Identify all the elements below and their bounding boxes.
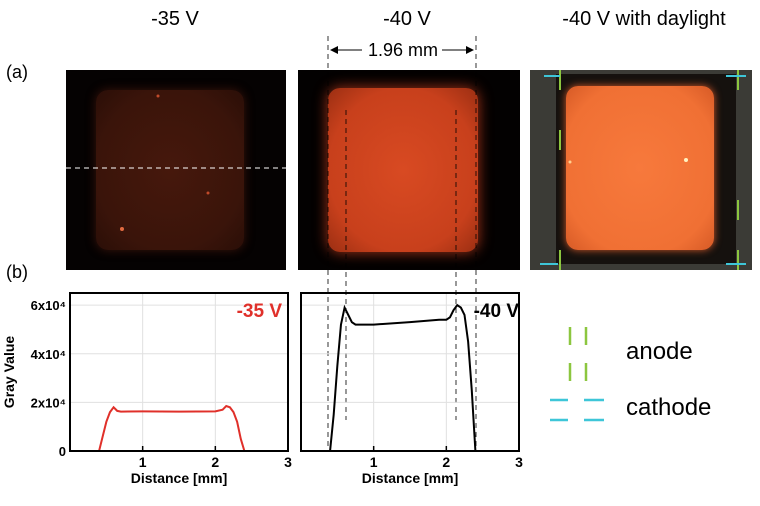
- x-tick-label: 3: [284, 454, 292, 470]
- series-annotation: -40 V: [474, 301, 520, 322]
- series-annotation: -35 V: [237, 301, 283, 322]
- y-axis-label: Gray Value: [1, 336, 17, 409]
- profile-line-overlay: [66, 94, 286, 231]
- photo-40v-daylight: [530, 70, 752, 270]
- series-line-0: [301, 303, 519, 452]
- emission-square-daylight: [566, 86, 714, 250]
- legend-anode-label: anode: [626, 338, 693, 365]
- series-line-0: [70, 404, 288, 452]
- panel-label-a: (a): [6, 62, 28, 82]
- emission-square-40v: [328, 88, 478, 252]
- x-tick-label: 1: [139, 454, 147, 470]
- x-tick-label: 2: [442, 454, 450, 470]
- emission-square-35v: [96, 90, 244, 250]
- gray-value-chart-35v: 1 2 3 0 2x10⁴ 4x10⁴ 6x10⁴ Distance [mm] Gray Val…: [1, 292, 292, 486]
- plot-frame: [69, 292, 289, 452]
- x-axis-label: Distance [mm]: [362, 470, 458, 486]
- y-tick-label: 4x10⁴: [31, 347, 66, 362]
- x-axis-label: Distance [mm]: [131, 470, 227, 486]
- panel-label-b: (b): [6, 262, 28, 282]
- title-35v: -35 V: [151, 8, 199, 30]
- y-tick-label: 2x10⁴: [31, 395, 66, 410]
- cathode-legend-symbols: [550, 398, 604, 422]
- title-40v-daylight: -40 V with daylight: [562, 8, 726, 30]
- plot-frame: [300, 292, 520, 452]
- legend-symbols: [568, 327, 588, 381]
- y-tick-label: 6x10⁴: [31, 298, 66, 313]
- gray-value-chart-40v: 1 2 3 Distance [mm] -40 V: [300, 292, 523, 486]
- x-tick-label: 3: [515, 454, 523, 470]
- legend-cathode-label: cathode: [626, 394, 712, 421]
- dimension-label: 1.96 mm: [364, 40, 442, 61]
- x-tick-label: 2: [211, 454, 219, 470]
- x-tick-label: 1: [370, 454, 378, 470]
- y-tick-label: 0: [59, 444, 66, 459]
- electrode-markings: [540, 70, 746, 270]
- title-40v: -40 V: [383, 8, 431, 30]
- photo-40v: [298, 70, 520, 270]
- photo-35v: [66, 70, 286, 270]
